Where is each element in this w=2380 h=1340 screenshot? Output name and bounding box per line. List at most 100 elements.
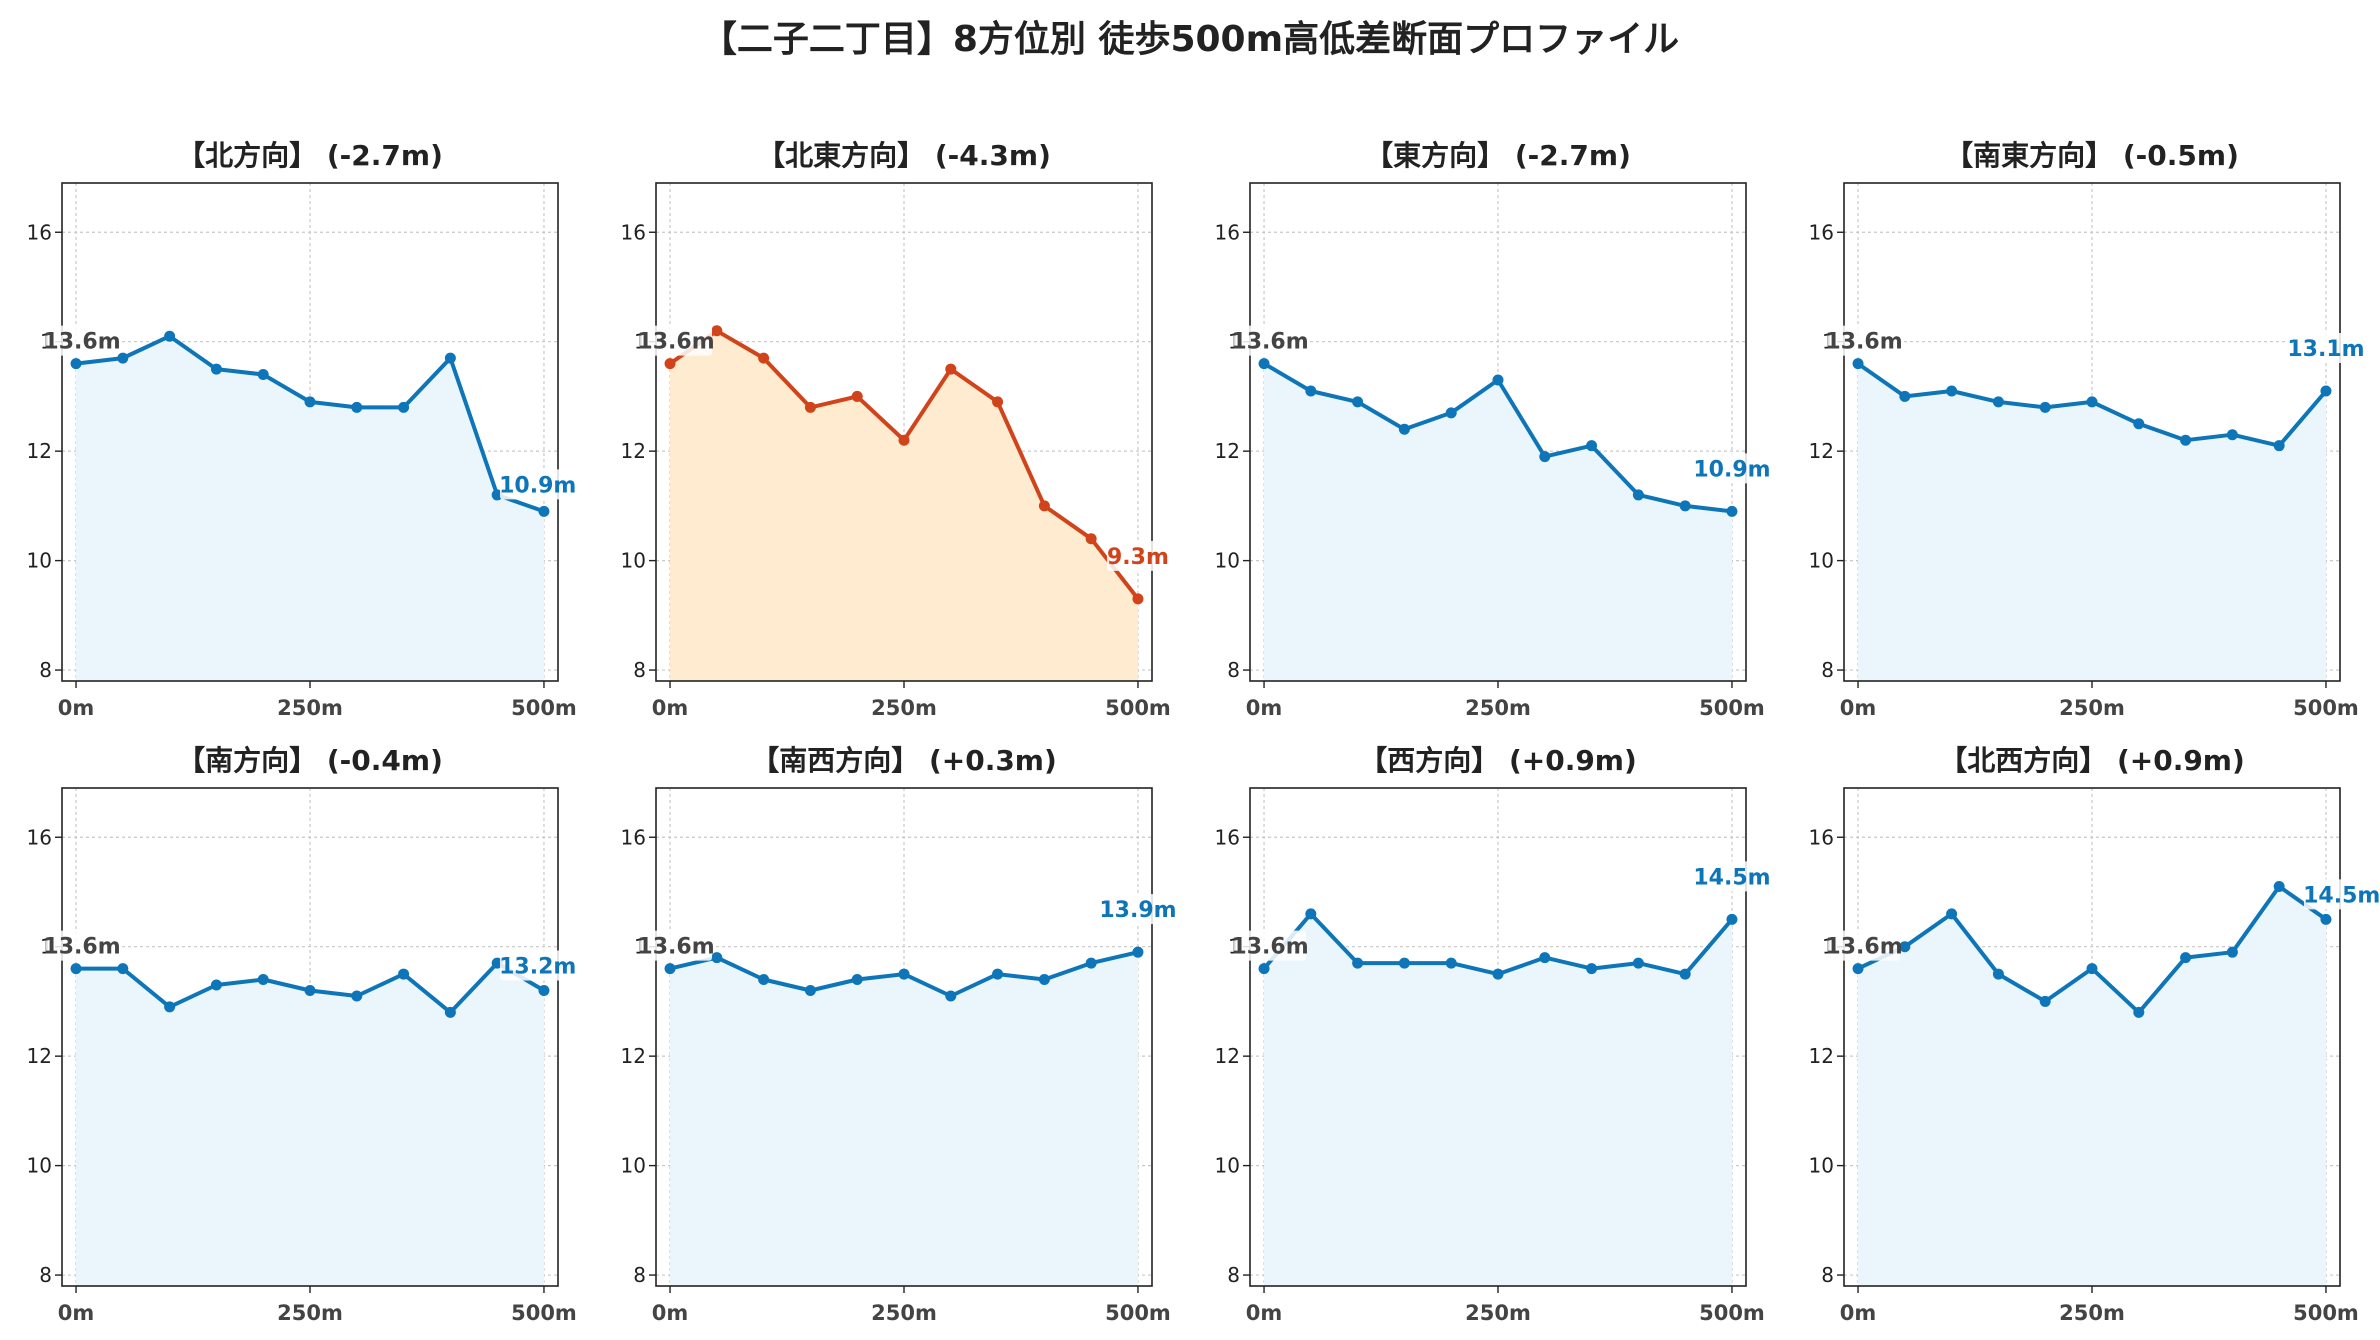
elevation-point bbox=[1946, 908, 1958, 920]
end-elevation-label: 14.5m bbox=[1693, 865, 1770, 890]
elevation-point bbox=[1445, 407, 1457, 419]
elevation-point bbox=[1085, 957, 1097, 969]
y-tick-label: 12 bbox=[621, 1044, 646, 1068]
elevation-point bbox=[257, 369, 269, 381]
y-tick-label: 12 bbox=[1809, 1044, 1834, 1068]
end-elevation-label: 14.5m bbox=[2303, 883, 2380, 908]
elevation-area bbox=[76, 336, 544, 681]
y-tick-label: 8 bbox=[633, 658, 646, 682]
elevation-point bbox=[70, 963, 82, 975]
elevation-point bbox=[664, 358, 676, 370]
elevation-area bbox=[670, 330, 1138, 681]
elevation-point bbox=[1398, 957, 1410, 969]
start-label-background bbox=[640, 325, 713, 356]
y-tick-label: 12 bbox=[621, 439, 646, 463]
x-tick-label: 500m bbox=[1105, 696, 1171, 720]
elevation-point bbox=[538, 505, 550, 517]
elevation-point bbox=[1852, 963, 1864, 975]
elevation-point bbox=[2039, 995, 2051, 1007]
x-tick-label: 250m bbox=[1465, 696, 1531, 720]
start-label-background bbox=[1234, 930, 1307, 961]
elevation-area bbox=[1858, 886, 2326, 1286]
start-label-background bbox=[1828, 930, 1901, 961]
elevation-area bbox=[1264, 913, 1732, 1286]
y-tick-label: 16 bbox=[1215, 825, 1240, 849]
start-elevation-label: 13.6m bbox=[637, 330, 714, 355]
y-tick-label: 10 bbox=[1215, 1154, 1240, 1178]
elevation-point bbox=[2180, 434, 2192, 446]
elevation-point bbox=[1305, 908, 1317, 920]
elevation-chart-2: 【北東方向】 (-4.3m)810121610m250m500m13.6m9.3… bbox=[621, 139, 1171, 720]
elevation-point bbox=[210, 979, 222, 991]
elevation-point bbox=[711, 952, 723, 964]
elevation-point bbox=[538, 984, 550, 996]
figure-title: 【二子二丁目】8方位別 徒歩500m高低差断面プロファイル bbox=[700, 19, 1680, 60]
y-tick-label: 10 bbox=[621, 1154, 646, 1178]
elevation-point bbox=[2273, 440, 2285, 452]
elevation-point bbox=[1899, 941, 1911, 953]
elevation-point bbox=[398, 401, 410, 413]
elevation-point bbox=[1258, 963, 1270, 975]
elevation-chart-6: 【南西方向】 (+0.3m)810121610m250m500m13.6m13.… bbox=[621, 744, 1177, 1325]
elevation-chart-7: 【西方向】 (+0.9m)810121610m250m500m13.6m14.5… bbox=[1215, 744, 1771, 1325]
end-label-background bbox=[1100, 894, 1176, 925]
elevation-point bbox=[1632, 489, 1644, 501]
end-label-background bbox=[2288, 332, 2364, 363]
chart-title: 【南東方向】 (-0.5m) bbox=[1945, 139, 2239, 172]
elevation-point bbox=[1398, 423, 1410, 435]
start-elevation-label: 13.6m bbox=[1825, 935, 1902, 960]
elevation-point bbox=[1539, 952, 1551, 964]
elevation-point bbox=[2273, 881, 2285, 893]
elevation-point bbox=[1586, 963, 1598, 975]
elevation-point bbox=[1586, 440, 1598, 452]
elevation-point bbox=[1992, 396, 2004, 408]
elevation-point bbox=[2133, 1006, 2145, 1018]
elevation-point bbox=[164, 1001, 176, 1013]
start-label-background bbox=[46, 930, 119, 961]
elevation-point bbox=[1305, 385, 1317, 397]
elevation-chart-5: 【南方向】 (-0.4m)810121610m250m500m13.6m13.2… bbox=[27, 744, 577, 1325]
y-tick-label: 8 bbox=[1227, 658, 1240, 682]
elevation-point bbox=[1946, 385, 1958, 397]
elevation-point bbox=[2226, 429, 2238, 441]
elevation-point bbox=[804, 401, 816, 413]
x-tick-label: 250m bbox=[277, 1301, 343, 1325]
elevation-area bbox=[76, 963, 544, 1286]
y-tick-label: 10 bbox=[27, 1154, 52, 1178]
elevation-point bbox=[117, 352, 129, 364]
y-tick-label: 16 bbox=[27, 825, 52, 849]
start-label-background bbox=[46, 325, 119, 356]
elevation-point bbox=[2320, 385, 2332, 397]
start-label-background bbox=[1234, 325, 1307, 356]
elevation-point bbox=[992, 396, 1004, 408]
elevation-area bbox=[1858, 363, 2326, 681]
elevation-point bbox=[1352, 396, 1364, 408]
x-tick-label: 500m bbox=[1699, 1301, 1765, 1325]
end-label-background bbox=[1694, 453, 1770, 484]
y-tick-label: 8 bbox=[1227, 1263, 1240, 1287]
elevation-point bbox=[1085, 533, 1097, 545]
elevation-point bbox=[664, 963, 676, 975]
x-tick-label: 500m bbox=[511, 1301, 577, 1325]
elevation-point bbox=[164, 330, 176, 342]
elevation-chart-3: 【東方向】 (-2.7m)810121610m250m500m13.6m10.9… bbox=[1215, 139, 1771, 720]
x-tick-label: 250m bbox=[871, 1301, 937, 1325]
y-tick-label: 8 bbox=[1821, 658, 1834, 682]
elevation-point bbox=[70, 358, 82, 370]
elevation-point bbox=[851, 390, 863, 402]
elevation-point bbox=[804, 984, 816, 996]
elevation-point bbox=[945, 990, 957, 1002]
elevation-area bbox=[1264, 363, 1732, 681]
elevation-point bbox=[351, 401, 363, 413]
elevation-point bbox=[1492, 968, 1504, 980]
x-tick-label: 250m bbox=[1465, 1301, 1531, 1325]
elevation-point bbox=[117, 963, 129, 975]
x-tick-label: 0m bbox=[652, 1301, 689, 1325]
y-tick-label: 8 bbox=[1821, 1263, 1834, 1287]
x-tick-label: 500m bbox=[2293, 696, 2359, 720]
elevation-point bbox=[1679, 968, 1691, 980]
elevation-point bbox=[1852, 358, 1864, 370]
chart-title: 【西方向】 (+0.9m) bbox=[1359, 744, 1637, 777]
